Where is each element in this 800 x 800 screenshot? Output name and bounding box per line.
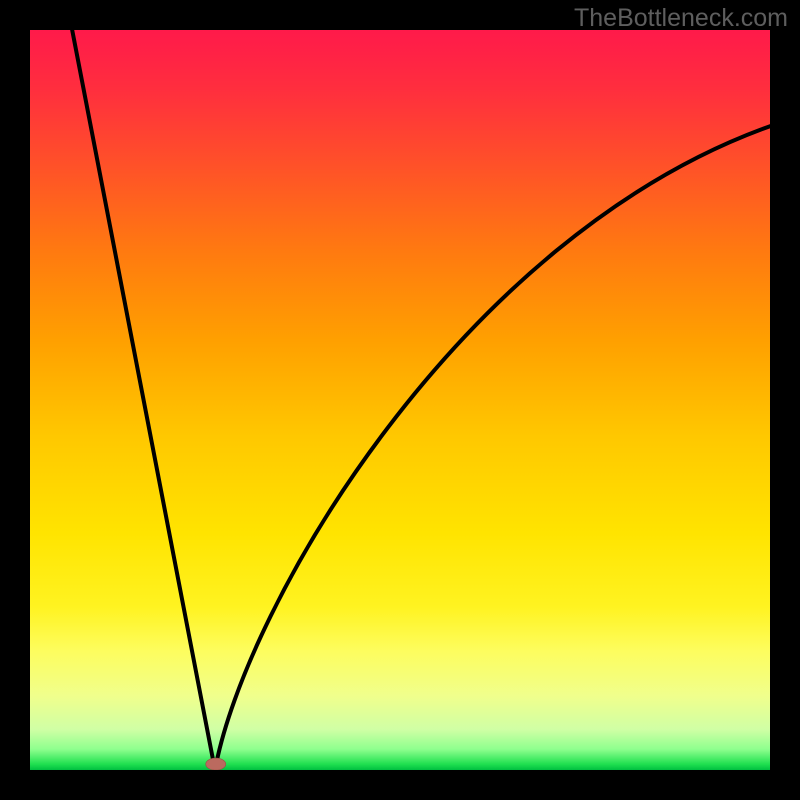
cusp-marker: [206, 758, 226, 770]
bottleneck-curve: [72, 30, 770, 770]
chart-svg: [30, 30, 770, 770]
watermark-text: TheBottleneck.com: [574, 4, 788, 33]
plot-area: [30, 30, 770, 770]
